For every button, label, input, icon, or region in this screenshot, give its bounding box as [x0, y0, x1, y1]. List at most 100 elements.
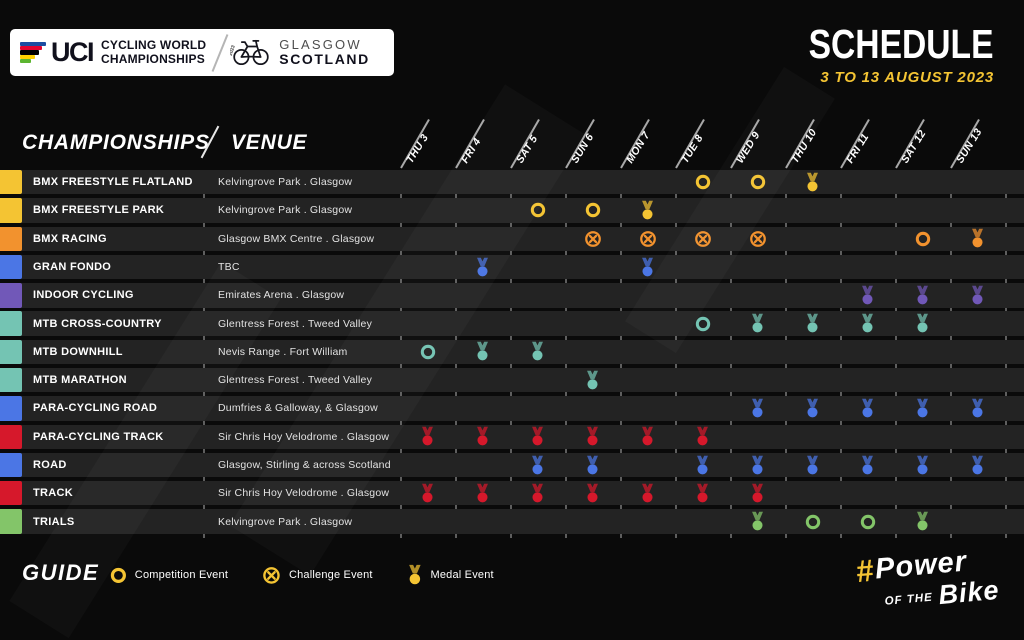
- medal-event-icon: [805, 313, 820, 334]
- date-header: SUN 6: [568, 131, 597, 166]
- event-cell: [895, 481, 950, 505]
- challenge-event-icon: [749, 230, 767, 248]
- event-cell: [840, 340, 895, 364]
- event-cell: [620, 227, 675, 251]
- event-cell: [565, 368, 620, 392]
- event-cell: [675, 509, 730, 533]
- event-cell: [620, 283, 675, 307]
- event-cell: [785, 425, 840, 449]
- venue-name: Glasgow BMX Centre . Glasgow: [218, 232, 375, 245]
- event-cell: [510, 509, 565, 533]
- event-cell: [455, 283, 510, 307]
- event-cell: [455, 425, 510, 449]
- event-cell: [785, 481, 840, 505]
- medal-event-icon: [805, 172, 820, 193]
- medal-event-icon: [750, 511, 765, 532]
- medal-event-icon: [750, 483, 765, 504]
- event-cell: [950, 198, 1005, 222]
- event-cell: [565, 481, 620, 505]
- page-title: SCHEDULE: [809, 21, 994, 67]
- category-color-chip: [0, 452, 22, 478]
- event-cell: [400, 368, 455, 392]
- event-cell: [895, 425, 950, 449]
- medal-event-icon: [805, 398, 820, 419]
- table-row: MTB MARATHON Glentress Forest . Tweed Val…: [0, 367, 1024, 393]
- championship-name: GRAN FONDO: [33, 261, 112, 274]
- event-cells: [400, 396, 1005, 420]
- uci-stripe: [20, 41, 46, 46]
- event-cell: [895, 396, 950, 420]
- event-cell: [455, 368, 510, 392]
- medal-event-icon: [585, 426, 600, 447]
- event-cell: [620, 255, 675, 279]
- event-cell: [950, 227, 1005, 251]
- event-cell: [400, 453, 455, 477]
- medal-event-icon: [970, 398, 985, 419]
- event-cells: [400, 509, 1005, 533]
- medal-event-icon: [530, 341, 545, 362]
- event-cell: [950, 368, 1005, 392]
- venue-name: Dumfries & Galloway, & Glasgow: [218, 402, 378, 415]
- table-row: MTB CROSS-COUNTRY Glentress Forest . Twee…: [0, 311, 1024, 336]
- event-cells: [400, 227, 1005, 251]
- event-cell: [730, 396, 785, 420]
- challenge-event-icon: [262, 566, 281, 585]
- event-cell: [455, 311, 510, 335]
- event-cell: [950, 311, 1005, 335]
- legend-item: Medal Event: [407, 564, 494, 586]
- medal-event-icon: [530, 483, 545, 504]
- schedule-title-block: SCHEDULE 3 TO 13 AUGUST 2023: [768, 21, 994, 87]
- date-header: SAT 5: [513, 133, 541, 166]
- championship-name: BMX FREESTYLE FLATLAND: [33, 176, 193, 189]
- venue-name: Glentress Forest . Tweed Valley: [218, 317, 373, 330]
- cwc-line1: CYCLING WORLD: [101, 38, 207, 53]
- event-cell: [840, 311, 895, 335]
- event-cell: [565, 227, 620, 251]
- medal-event-icon: [585, 455, 600, 476]
- venue-name: Kelvingrove Park . Glasgow: [218, 204, 353, 217]
- event-cell: [675, 481, 730, 505]
- medal-event-icon: [970, 285, 985, 306]
- event-cell: [675, 340, 730, 364]
- medal-event-icon: [860, 398, 875, 419]
- table-row: TRACK Sir Chris Hoy Velodrome . Glasgow: [0, 481, 1024, 506]
- event-cell: [400, 340, 455, 364]
- event-cell: [620, 311, 675, 335]
- event-cell: [950, 396, 1005, 420]
- legend-item: Competition Event: [110, 567, 228, 584]
- event-cells: [400, 453, 1005, 477]
- event-cell: [785, 283, 840, 307]
- legend-label: Medal Event: [430, 568, 494, 581]
- uci-rainbow-icon: [20, 41, 46, 64]
- medal-event-icon: [640, 483, 655, 504]
- medal-event-icon: [805, 455, 820, 476]
- power-of-the-bike-logo: #Power OF THE Bike: [854, 545, 1001, 611]
- category-color-chip: [0, 339, 22, 365]
- table-row: BMX FREESTYLE PARK Kelvingrove Park . Gla…: [0, 198, 1024, 223]
- event-cells: [400, 255, 1005, 279]
- venue-column-header: VENUE: [231, 131, 308, 154]
- event-cell: [455, 481, 510, 505]
- date-header: SAT 12: [898, 128, 929, 166]
- event-cell: [785, 227, 840, 251]
- medal-event-icon: [695, 426, 710, 447]
- event-cell: [785, 311, 840, 335]
- event-cell: [400, 396, 455, 420]
- event-cell: [620, 453, 675, 477]
- event-cell: [950, 453, 1005, 477]
- competition-event-icon: [695, 174, 711, 190]
- medal-event-icon: [407, 564, 423, 586]
- event-cell: [620, 481, 675, 505]
- event-cell: [565, 425, 620, 449]
- event-cell: [455, 255, 510, 279]
- competition-event-icon: [805, 514, 821, 530]
- category-color-chip: [0, 424, 22, 449]
- medal-event-icon: [640, 200, 655, 221]
- event-cell: [950, 509, 1005, 533]
- event-cell: [565, 509, 620, 533]
- event-cell: [565, 198, 620, 222]
- cwc-line2: CHAMPIONSHIPS: [101, 51, 205, 66]
- event-cell: [950, 255, 1005, 279]
- event-cell: [565, 453, 620, 477]
- table-row: TRIALS Kelvingrove Park . Glasgow: [0, 509, 1024, 534]
